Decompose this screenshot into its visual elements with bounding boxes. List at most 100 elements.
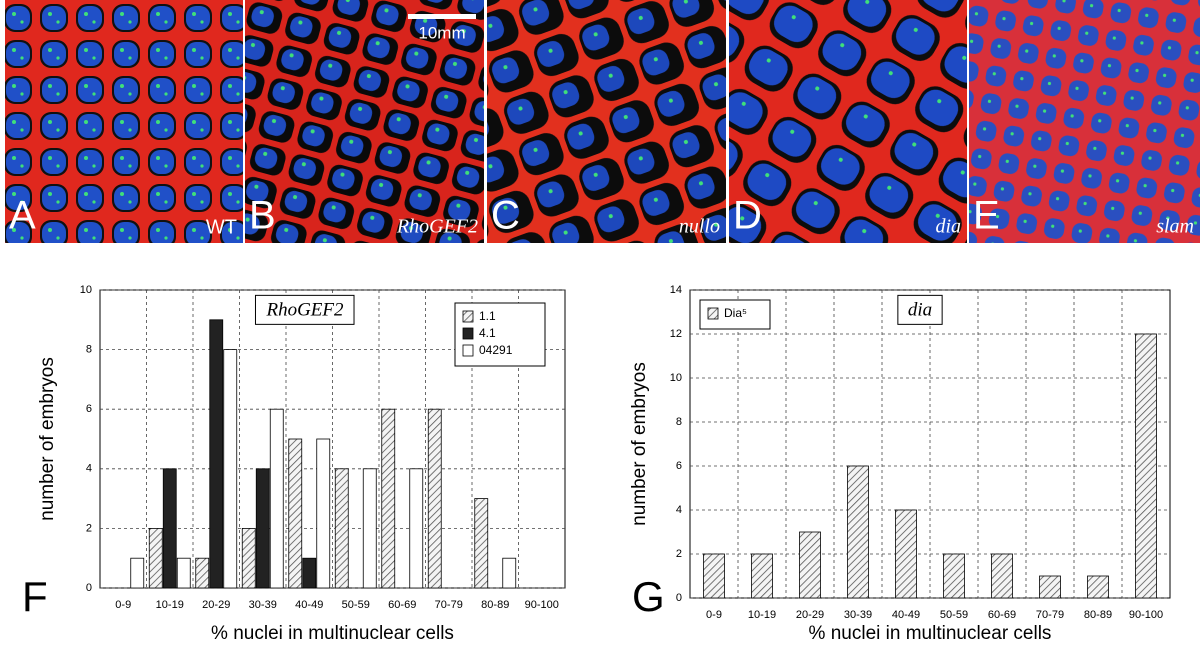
y-tick-label: 8	[676, 416, 682, 428]
genotype-label: dia	[935, 216, 961, 238]
bar	[409, 468, 424, 589]
legend-swatch	[462, 344, 474, 357]
y-tick-label: 2	[86, 522, 92, 534]
y-tick-label: 6	[86, 403, 92, 415]
bar	[943, 553, 965, 599]
panel-letter: D	[733, 194, 762, 238]
y-axis-label: number of embryos	[629, 362, 650, 526]
x-tick-label: 70-79	[435, 599, 463, 611]
genotype-label: RhoGEF2	[396, 216, 478, 238]
y-tick-label: 0	[676, 592, 682, 604]
y-tick-label: 10	[80, 284, 92, 296]
bar	[703, 553, 725, 599]
genotype-label: slam	[1156, 216, 1194, 238]
x-tick-label: 0-9	[115, 599, 131, 611]
bar	[209, 319, 224, 589]
legend-label: 04291	[479, 343, 513, 357]
x-tick-label: 30-39	[844, 609, 872, 621]
bar	[381, 408, 396, 589]
bar	[223, 349, 238, 589]
bar	[991, 553, 1013, 599]
micrograph	[969, 0, 1200, 243]
scale-bar	[408, 14, 476, 19]
bar	[1087, 575, 1109, 599]
panel-letter: A	[9, 194, 36, 238]
legend-swatch	[462, 310, 474, 323]
chart-title: RhoGEF2	[265, 299, 344, 320]
bar	[255, 468, 270, 589]
bar	[148, 528, 163, 589]
y-tick-label: 2	[676, 548, 682, 560]
scale-bar-label: 10mm	[418, 23, 465, 42]
x-tick-label: 60-69	[988, 609, 1016, 621]
micrograph	[487, 0, 726, 243]
bar	[316, 438, 331, 589]
x-tick-label: 50-59	[940, 609, 968, 621]
legend-label: Dia⁵	[724, 306, 747, 320]
y-tick-label: 4	[676, 504, 682, 516]
x-tick-label: 0-9	[706, 609, 722, 621]
micrograph	[5, 0, 243, 243]
bar	[427, 408, 442, 589]
chart-title: dia	[908, 299, 932, 320]
genotype-label: nullo	[679, 216, 720, 238]
x-tick-label: 20-29	[796, 609, 824, 621]
bar	[1135, 333, 1157, 599]
genotype-label: WT	[206, 216, 237, 238]
y-tick-label: 12	[670, 328, 682, 340]
y-tick-label: 8	[86, 344, 92, 356]
legend-label: 4.1	[479, 326, 496, 340]
bar	[751, 553, 773, 599]
bar	[288, 438, 303, 589]
panel-letter: C	[491, 194, 520, 238]
title-box	[897, 294, 943, 325]
x-tick-label: 80-89	[1084, 609, 1112, 621]
y-tick-label: 10	[670, 372, 682, 384]
bar	[241, 528, 256, 589]
x-tick-label: 90-100	[525, 599, 559, 611]
x-tick-label: 10-19	[748, 609, 776, 621]
micrograph	[729, 0, 967, 243]
bar	[362, 468, 377, 589]
panel-letter: E	[973, 194, 1000, 238]
x-tick-label: 10-19	[156, 599, 184, 611]
bar	[334, 468, 349, 589]
bar	[847, 465, 869, 599]
bar	[895, 509, 917, 599]
bar	[302, 557, 317, 589]
bar	[162, 468, 177, 589]
bar	[799, 531, 821, 599]
y-axis-label: number of embryos	[37, 357, 58, 521]
legend-swatch	[707, 307, 719, 320]
y-tick-label: 6	[676, 460, 682, 472]
micrograph	[245, 0, 484, 243]
bar	[474, 498, 489, 589]
y-tick-label: 0	[86, 582, 92, 594]
bar	[1039, 575, 1061, 599]
x-tick-label: 20-29	[202, 599, 230, 611]
bar	[176, 557, 191, 589]
bar	[130, 557, 145, 589]
panel-letter: F	[22, 573, 48, 620]
x-axis-label: % nuclei in multinuclear cells	[211, 623, 454, 644]
x-tick-label: 90-100	[1129, 609, 1163, 621]
legend-label: 1.1	[479, 309, 496, 323]
bar	[269, 408, 284, 589]
x-tick-label: 70-79	[1036, 609, 1064, 621]
x-tick-label: 40-49	[892, 609, 920, 621]
x-tick-label: 50-59	[342, 599, 370, 611]
x-axis-label: % nuclei in multinuclear cells	[809, 623, 1052, 644]
y-tick-label: 4	[86, 463, 92, 475]
title-box	[254, 294, 355, 325]
panel-letter: B	[249, 194, 276, 238]
x-tick-label: 30-39	[249, 599, 277, 611]
x-tick-label: 60-69	[388, 599, 416, 611]
x-tick-label: 40-49	[295, 599, 323, 611]
panel-letter: G	[632, 573, 665, 620]
legend-swatch	[462, 327, 474, 340]
bar	[502, 557, 517, 589]
y-tick-label: 14	[670, 284, 682, 296]
bar	[195, 557, 210, 589]
plot-frame	[689, 289, 1171, 599]
